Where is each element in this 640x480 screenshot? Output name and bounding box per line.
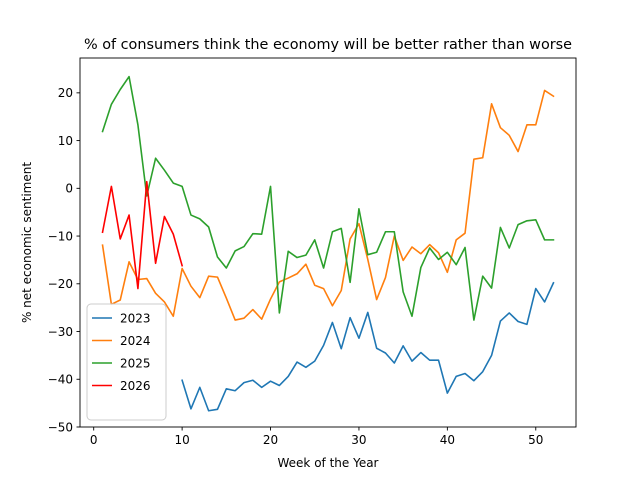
legend-label-2026: 2026 — [120, 379, 151, 393]
x-tick-label: 10 — [174, 433, 189, 447]
legend-label-2025: 2025 — [120, 356, 151, 370]
y-tick-label: −40 — [48, 373, 73, 387]
legend: 2023 2024 2025 2026 — [86, 303, 167, 421]
legend-label-2024: 2024 — [120, 334, 151, 348]
y-tick-label: 10 — [58, 134, 73, 148]
legend-label-2023: 2023 — [120, 311, 151, 325]
x-axis-label: Week of the Year — [278, 456, 379, 470]
x-tick-label: 50 — [528, 433, 543, 447]
y-tick-label: 20 — [58, 86, 73, 100]
series-line-2023 — [181, 281, 555, 412]
x-tick-label: 20 — [263, 433, 278, 447]
chart-title: % of consumers think the economy will be… — [84, 37, 572, 53]
series-line-2026 — [101, 180, 184, 290]
x-tick-label: 0 — [90, 433, 98, 447]
x-tick-label: 40 — [440, 433, 455, 447]
y-axis-label: % net economic sentiment — [20, 162, 34, 323]
series-group — [101, 75, 555, 412]
y-tick-label: 0 — [65, 182, 73, 196]
axis-ticks: 0 10 20 30 40 50 −50 −40 −30 −20 −10 0 10 20 — [48, 86, 544, 447]
series-line-2025 — [101, 75, 555, 321]
y-tick-label: −30 — [48, 325, 73, 339]
y-tick-label: −10 — [48, 229, 73, 243]
series-line-2024 — [101, 89, 555, 321]
legend-box — [86, 303, 167, 421]
y-tick-label: −50 — [48, 420, 73, 434]
plot-frame — [79, 57, 577, 428]
x-tick-label: 30 — [351, 433, 366, 447]
y-tick-label: −20 — [48, 277, 73, 291]
